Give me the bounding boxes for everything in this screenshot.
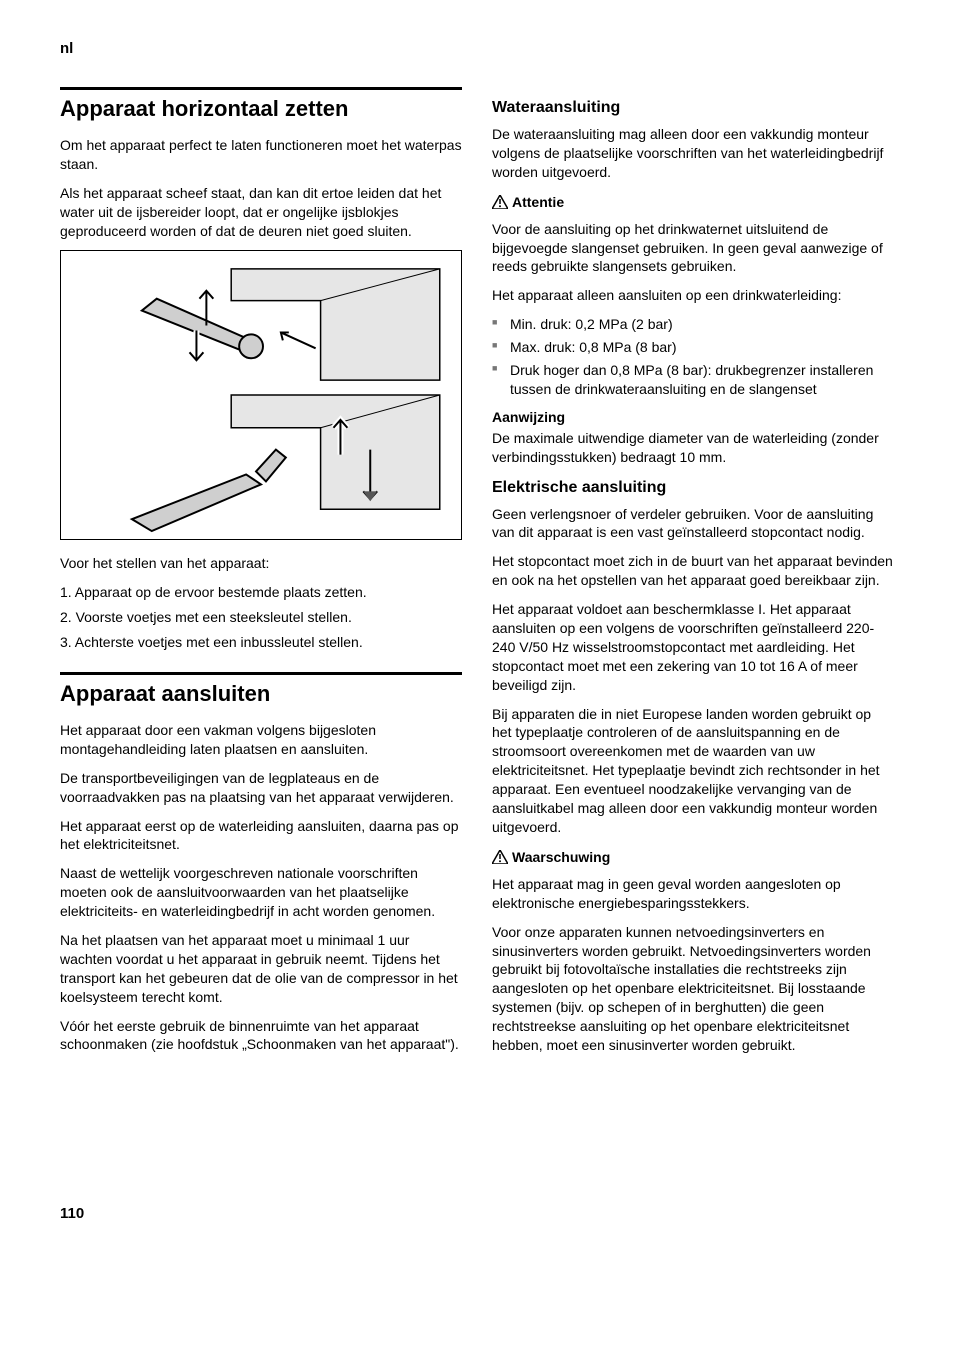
subheading-water: Wateraansluiting xyxy=(492,99,894,117)
body-text: Naast de wettelijk voorgeschreven nation… xyxy=(60,864,462,921)
two-column-layout: Apparaat horizontaal zetten Om het appar… xyxy=(60,87,894,1065)
body-text: Voor de aansluiting op het drinkwaternet… xyxy=(492,220,894,277)
section-divider xyxy=(60,87,462,90)
warning-label: Waarschuwing xyxy=(512,849,610,865)
bullet-list: Min. druk: 0,2 MPa (2 bar) Max. druk: 0,… xyxy=(492,315,894,399)
step-item: 3. Achterste voetjes met een inbussleute… xyxy=(60,633,462,652)
leveling-diagram-svg xyxy=(61,251,461,539)
subheading-electric: Elektrische aansluiting xyxy=(492,479,894,497)
page-number: 110 xyxy=(60,1205,894,1222)
body-text: Het stopcontact moet zich in de buurt va… xyxy=(492,552,894,590)
body-text: Vóór het eerste gebruik de binnenruimte … xyxy=(60,1017,462,1055)
body-text: De maximale uitwendige diameter van de w… xyxy=(492,429,894,467)
body-text: Het apparaat door een vakman volgens bij… xyxy=(60,721,462,759)
body-text: Het apparaat eerst op de waterleiding aa… xyxy=(60,817,462,855)
right-column: Wateraansluiting De wateraansluiting mag… xyxy=(492,87,894,1065)
body-text: Bij apparaten die in niet Europese lande… xyxy=(492,705,894,837)
language-code: nl xyxy=(60,40,894,57)
body-text: Geen verlengsnoer of verdeler gebruiken.… xyxy=(492,505,894,543)
body-text: Als het apparaat scheef staat, dan kan d… xyxy=(60,184,462,241)
body-text: Het apparaat alleen aansluiten op een dr… xyxy=(492,286,894,305)
section-heading-leveling: Apparaat horizontaal zetten xyxy=(60,96,462,122)
note-label: Aanwijzing xyxy=(492,409,894,425)
body-text: De transportbeveiligingen van de legplat… xyxy=(60,769,462,807)
warning-icon xyxy=(492,850,508,869)
body-text: Na het plaatsen van het apparaat moet u … xyxy=(60,931,462,1007)
warning-heading: Waarschuwing xyxy=(492,849,894,869)
body-text: Om het apparaat perfect te laten functio… xyxy=(60,136,462,174)
section-heading-connecting: Apparaat aansluiten xyxy=(60,681,462,707)
leveling-diagram xyxy=(60,250,462,540)
attention-label: Attentie xyxy=(512,194,564,210)
step-item: 2. Voorste voetjes met een steeksleutel … xyxy=(60,608,462,627)
step-item: 1. Apparaat op de ervoor bestemde plaats… xyxy=(60,583,462,602)
warning-icon xyxy=(492,195,508,214)
left-column: Apparaat horizontaal zetten Om het appar… xyxy=(60,87,462,1065)
section-divider xyxy=(60,672,462,675)
bullet-item: Druk hoger dan 0,8 MPa (8 bar): drukbegr… xyxy=(492,361,894,399)
figure-caption: Voor het stellen van het apparaat: xyxy=(60,554,462,573)
bullet-item: Max. druk: 0,8 MPa (8 bar) xyxy=(492,338,894,357)
body-text: Voor onze apparaten kunnen netvoedingsin… xyxy=(492,923,894,1055)
body-text: Het apparaat voldoet aan beschermklasse … xyxy=(492,600,894,694)
attention-heading: Attentie xyxy=(492,194,894,214)
body-text: Het apparaat mag in geen geval worden aa… xyxy=(492,875,894,913)
bullet-item: Min. druk: 0,2 MPa (2 bar) xyxy=(492,315,894,334)
body-text: De wateraansluiting mag alleen door een … xyxy=(492,125,894,182)
